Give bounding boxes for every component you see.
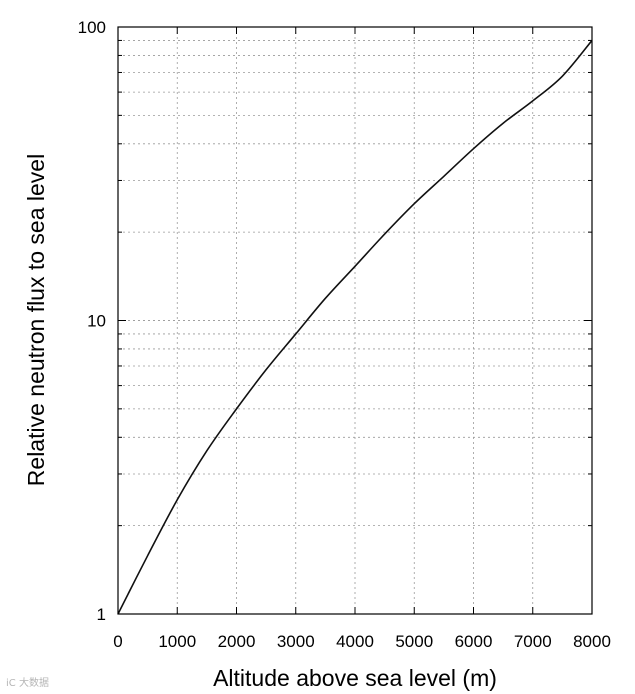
watermark-text: iC 大数据: [6, 676, 49, 689]
tick-labels: 0 1000 2000 3000 4000 5000 6000 7000 8000 1 10 100: [78, 18, 611, 651]
series-layer: [117, 39, 593, 615]
x-axis-title: Altitude above sea level (m): [213, 665, 497, 691]
y-tick-label: 100: [78, 18, 106, 37]
axis-ticks: [117, 26, 593, 615]
x-tick-label: 1000: [158, 632, 196, 651]
x-tick-label: 2000: [218, 632, 256, 651]
y-axis-title: Relative neutron flux to sea level: [23, 154, 49, 486]
y-tick-label: 1: [97, 605, 106, 624]
x-tick-label: 3000: [277, 632, 315, 651]
x-tick-label: 0: [113, 632, 122, 651]
x-tick-label: 6000: [455, 632, 493, 651]
x-tick-label: 5000: [395, 632, 433, 651]
x-tick-label: 8000: [573, 632, 611, 651]
y-tick-label: 10: [87, 312, 106, 331]
x-tick-label: 4000: [336, 632, 374, 651]
series-line: [117, 39, 593, 615]
x-tick-label: 7000: [514, 632, 552, 651]
grid-lines: [118, 27, 592, 614]
